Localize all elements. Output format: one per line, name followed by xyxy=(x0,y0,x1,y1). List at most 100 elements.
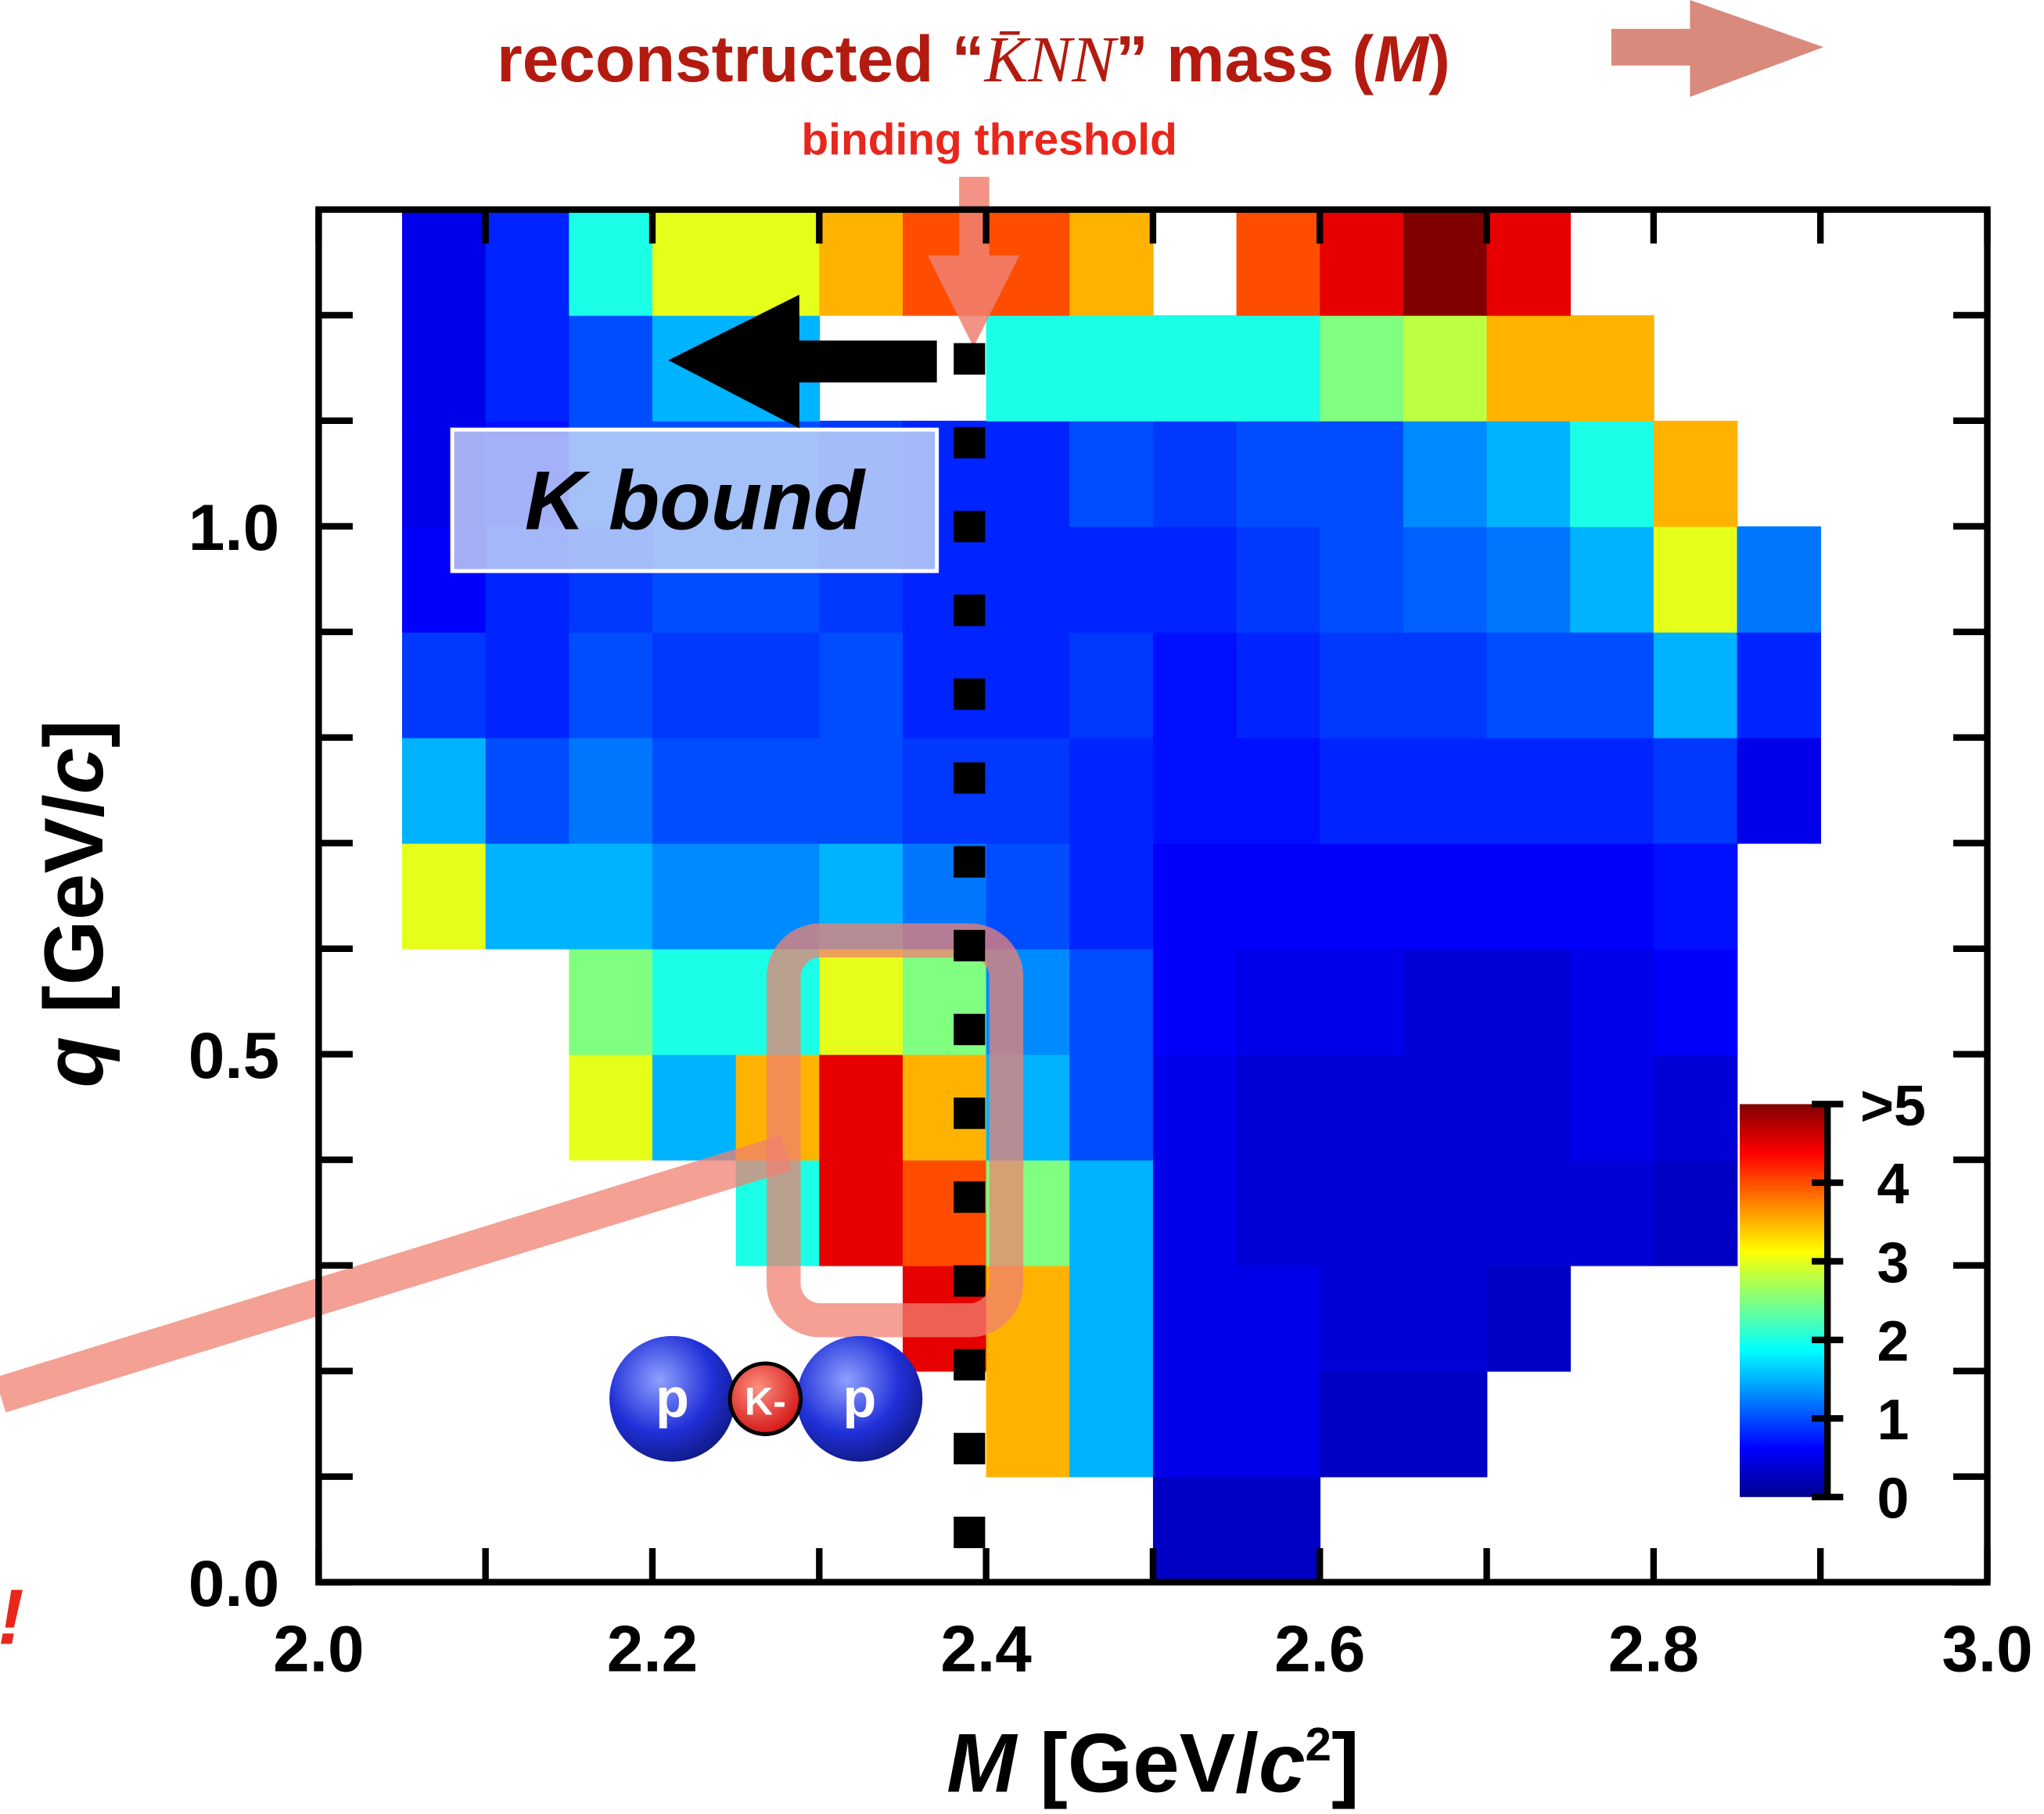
molecule-label: K- xyxy=(745,1379,786,1423)
cell xyxy=(1653,631,1738,738)
cell xyxy=(1069,737,1154,844)
cell xyxy=(1152,1265,1238,1372)
cell xyxy=(1236,1370,1321,1478)
cell xyxy=(1320,842,1404,950)
cell xyxy=(986,314,1071,422)
cell xyxy=(986,737,1071,844)
cell xyxy=(1653,1159,1738,1266)
label-part: ] xyxy=(1331,1716,1360,1810)
cell xyxy=(1570,842,1654,950)
cell xyxy=(1486,737,1572,844)
cell xyxy=(986,526,1071,633)
cell xyxy=(1486,420,1572,527)
cell xyxy=(485,209,570,316)
cell xyxy=(1320,314,1404,422)
edge-mark: ! xyxy=(0,1573,24,1661)
cell xyxy=(1403,314,1488,422)
title-part: reconstructed “ xyxy=(497,22,984,95)
cell xyxy=(1570,1159,1654,1266)
cell xyxy=(1236,1476,1321,1583)
cell xyxy=(1737,631,1822,738)
left-arrow xyxy=(668,294,937,429)
cell xyxy=(1236,631,1321,738)
cell xyxy=(1653,737,1738,844)
cell xyxy=(1403,842,1488,950)
cell xyxy=(1486,631,1572,738)
cell xyxy=(652,1054,737,1161)
cell xyxy=(1403,631,1488,738)
cell xyxy=(402,631,487,738)
cell xyxy=(1320,209,1404,316)
cell xyxy=(902,1159,987,1266)
cell xyxy=(819,209,903,316)
colorbar xyxy=(1740,1104,1828,1497)
colorbar-tick-label: 3 xyxy=(1877,1230,1909,1295)
cell xyxy=(1069,1265,1154,1372)
annotations xyxy=(0,0,1824,1559)
colorbar-tick-label: >5 xyxy=(1860,1072,1926,1137)
colorbar-tick-label: 4 xyxy=(1877,1151,1909,1216)
cell xyxy=(402,737,487,844)
x-axis-label: M [GeV/c2] xyxy=(947,1716,1360,1810)
cell xyxy=(1069,631,1154,738)
title-part: K̄NN xyxy=(983,23,1119,96)
cell xyxy=(1320,631,1404,738)
cell xyxy=(1320,420,1404,527)
cell xyxy=(652,737,737,844)
cell xyxy=(1069,1159,1154,1266)
cell xyxy=(1486,526,1572,633)
cell xyxy=(735,737,821,844)
cell xyxy=(485,842,570,950)
y-axis-label: q [GeV/c] xyxy=(27,720,120,1087)
proton xyxy=(796,1335,923,1462)
cell xyxy=(1570,948,1654,1055)
region-label: K bound xyxy=(525,453,867,547)
cell xyxy=(1152,526,1238,633)
cell xyxy=(1236,1054,1321,1161)
cell xyxy=(1570,631,1654,738)
cell xyxy=(1069,842,1154,950)
cell xyxy=(1403,1370,1488,1478)
molecule: p K- p xyxy=(609,1335,923,1462)
heatmap xyxy=(402,209,1822,1583)
cell xyxy=(735,209,821,316)
label-part: ] xyxy=(27,720,120,748)
cell xyxy=(402,209,487,316)
cell xyxy=(1236,420,1321,527)
cell xyxy=(1069,1370,1154,1478)
threshold-label: binding threshold xyxy=(801,115,1176,165)
label-part: M xyxy=(947,1716,1018,1810)
cell xyxy=(1653,526,1738,633)
x-tick-label: 3.0 xyxy=(1942,1611,2032,1685)
label-part: c xyxy=(1259,1716,1306,1810)
cell xyxy=(1403,737,1488,844)
cell xyxy=(1653,842,1738,950)
cell xyxy=(569,737,653,844)
cell xyxy=(1152,842,1238,950)
cell xyxy=(1236,737,1321,844)
cell xyxy=(1486,948,1572,1055)
cell xyxy=(1236,314,1321,422)
label-part: c xyxy=(27,748,120,795)
x-tick-label: 2.4 xyxy=(940,1611,1032,1685)
label-part: [GeV/ xyxy=(27,794,120,1036)
cell xyxy=(1152,420,1238,527)
cell xyxy=(1069,948,1154,1055)
cell xyxy=(1069,526,1154,633)
cell xyxy=(1236,948,1321,1055)
cell xyxy=(1403,1265,1488,1372)
cell xyxy=(1152,631,1238,738)
cell xyxy=(652,209,737,316)
cell xyxy=(1403,1054,1488,1161)
cell xyxy=(1236,1265,1321,1372)
cell xyxy=(819,631,903,738)
cell xyxy=(1236,209,1321,316)
title-arrow xyxy=(1611,0,1824,97)
x-tick-label: 2.8 xyxy=(1608,1611,1699,1685)
cell xyxy=(1486,1054,1572,1161)
cell xyxy=(1403,948,1488,1055)
threshold-arrow xyxy=(927,177,1020,347)
cell xyxy=(819,1054,903,1161)
colorbar-tick-label: 2 xyxy=(1877,1309,1909,1374)
cell xyxy=(1653,948,1738,1055)
